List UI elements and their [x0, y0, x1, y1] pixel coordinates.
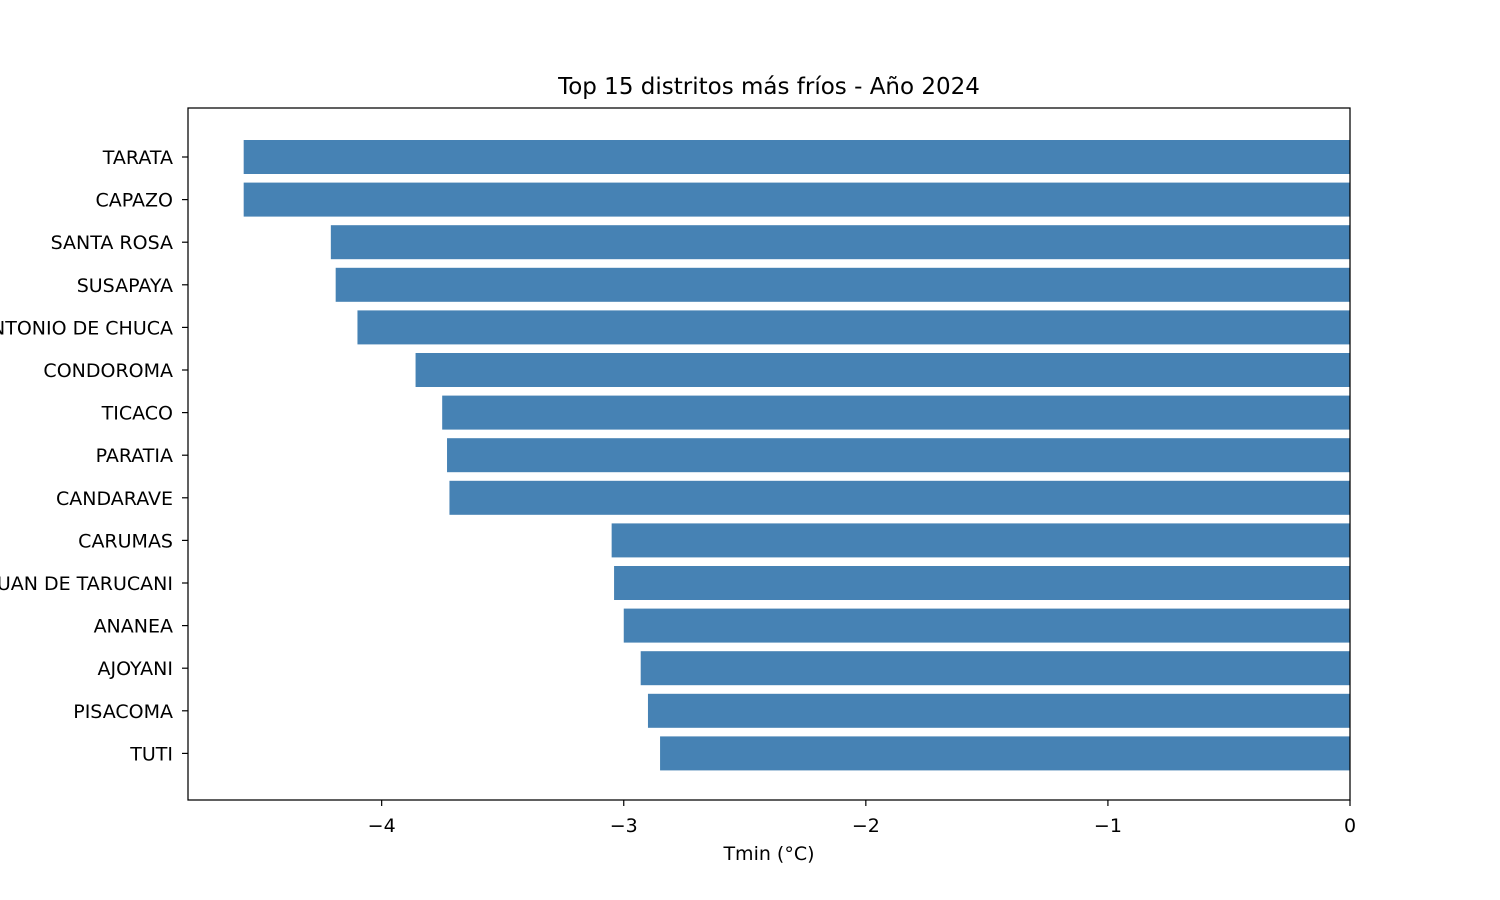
y-tick-label: TICACO — [101, 403, 173, 425]
x-tick-label: −3 — [610, 815, 638, 837]
y-tick-label: TARATA — [102, 147, 173, 169]
x-tick-label: −2 — [852, 815, 880, 837]
bar-condoroma — [415, 353, 1350, 387]
y-tick-label: AJOYANI — [98, 658, 173, 680]
x-axis: −4 −3 −2 −1 0 — [368, 800, 1356, 837]
bars-group — [243, 140, 1350, 771]
bar-ticaco — [442, 395, 1350, 430]
chart-title: Top 15 distritos más fríos - Año 2024 — [557, 74, 980, 100]
y-axis: TARATA CAPAZO SANTA ROSA SUSAPAYA SAN ANTONI… — [0, 147, 188, 765]
bar-pisacoma — [647, 693, 1350, 728]
bar-ananea — [623, 608, 1350, 643]
y-tick-label: TUTI — [129, 743, 173, 765]
bar-tuti — [660, 736, 1350, 771]
bar-ajoyani — [640, 651, 1350, 686]
plot-area-frame — [187, 107, 1351, 801]
bar-tarata — [243, 140, 1350, 174]
bar-susapaya — [335, 267, 1350, 302]
x-axis-label: Tmin (°C) — [722, 843, 814, 865]
bar-san-antonio-de-chuca — [357, 310, 1350, 345]
y-tick-label: PISACOMA — [73, 701, 173, 723]
bar-candarave — [449, 480, 1350, 515]
bar-santa-rosa — [330, 225, 1350, 260]
x-tick-label: −4 — [368, 815, 396, 837]
bar-san-juan-de-tarucani — [614, 566, 1350, 600]
y-tick-label: SAN JUAN DE TARUCANI — [0, 573, 173, 595]
bar-carumas — [611, 523, 1350, 558]
x-tick-label: 0 — [1344, 815, 1356, 837]
y-tick-label: CANDARAVE — [56, 488, 173, 510]
x-tick-label: −1 — [1094, 815, 1122, 837]
y-tick-label: SANTA ROSA — [51, 232, 173, 254]
y-tick-label: CONDOROMA — [43, 360, 173, 382]
bar-capazo — [243, 182, 1350, 217]
y-tick-label: SUSAPAYA — [77, 275, 173, 297]
y-tick-label: SAN ANTONIO DE CHUCA — [0, 317, 173, 339]
y-tick-label: CARUMAS — [78, 530, 173, 552]
y-tick-label: ANANEA — [94, 616, 173, 638]
bar-paratia — [447, 438, 1350, 473]
y-tick-label: CAPAZO — [96, 190, 173, 212]
y-tick-label: PARATIA — [96, 445, 173, 467]
